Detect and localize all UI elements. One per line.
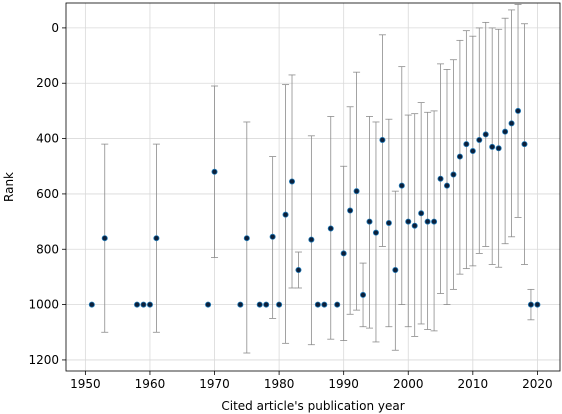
data-point <box>243 235 250 242</box>
data-point <box>379 136 386 143</box>
y-tick-label: 800 <box>36 242 59 256</box>
data-point <box>443 182 450 189</box>
x-tick-label: 1970 <box>199 377 230 391</box>
data-point <box>456 153 463 160</box>
x-tick-label: 2020 <box>522 377 553 391</box>
data-point <box>289 178 296 185</box>
data-point <box>508 120 515 127</box>
data-point <box>372 229 379 236</box>
data-point <box>353 188 360 195</box>
data-point <box>101 235 108 242</box>
data-point <box>515 107 522 114</box>
data-point <box>405 218 412 225</box>
data-point <box>211 168 218 175</box>
data-point <box>521 141 528 148</box>
data-point <box>308 236 315 243</box>
data-point <box>527 301 534 308</box>
x-tick-label: 1990 <box>328 377 359 391</box>
data-point <box>256 301 263 308</box>
x-axis-label: Cited article's publication year <box>221 399 404 413</box>
y-tick-label: 200 <box>36 76 59 90</box>
data-point <box>153 235 160 242</box>
data-point <box>347 207 354 214</box>
x-axis-ticks: 1950 1960 1970 1980 1990 2000 2010 2020 <box>70 371 553 391</box>
data-point <box>398 182 405 189</box>
data-point <box>314 301 321 308</box>
data-point <box>327 225 334 232</box>
data-point <box>489 143 496 150</box>
data-point <box>140 301 147 308</box>
data-point <box>411 222 418 229</box>
data-point <box>495 145 502 152</box>
y-axis-label: Rank <box>2 172 16 202</box>
data-point <box>282 211 289 218</box>
data-point <box>424 218 431 225</box>
y-tick-label: 400 <box>36 132 59 146</box>
data-point <box>237 301 244 308</box>
data-point <box>146 301 153 308</box>
data-point <box>334 301 341 308</box>
data-point <box>418 210 425 217</box>
data-point <box>450 171 457 178</box>
data-point <box>295 267 302 274</box>
data-point <box>276 301 283 308</box>
data-point <box>437 175 444 182</box>
y-tick-label: 1200 <box>28 353 59 367</box>
data-point <box>321 301 328 308</box>
data-point <box>463 141 470 148</box>
y-tick-label: 0 <box>51 21 59 35</box>
plot-frame <box>65 2 561 372</box>
data-point <box>392 267 399 274</box>
data-point <box>205 301 212 308</box>
x-tick-label: 1960 <box>135 377 166 391</box>
x-tick-label: 1950 <box>70 377 101 391</box>
data-point <box>269 233 276 240</box>
y-tick-label: 600 <box>36 187 59 201</box>
data-point <box>360 291 367 298</box>
data-point <box>263 301 270 308</box>
x-tick-label: 2000 <box>393 377 424 391</box>
x-tick-label: 2010 <box>458 377 489 391</box>
data-point <box>385 219 392 226</box>
data-point <box>366 218 373 225</box>
data-point <box>534 301 541 308</box>
y-axis-ticks: 0 200 400 600 800 1000 1200 <box>28 21 66 367</box>
y-tick-label: 1000 <box>28 298 59 312</box>
data-point <box>469 148 476 155</box>
data-point <box>502 128 509 135</box>
x-tick-label: 1980 <box>264 377 295 391</box>
data-point <box>340 250 347 257</box>
data-point <box>134 301 141 308</box>
data-point <box>88 301 95 308</box>
data-points <box>88 107 541 308</box>
data-point <box>482 131 489 138</box>
data-point <box>431 218 438 225</box>
data-point <box>476 136 483 143</box>
